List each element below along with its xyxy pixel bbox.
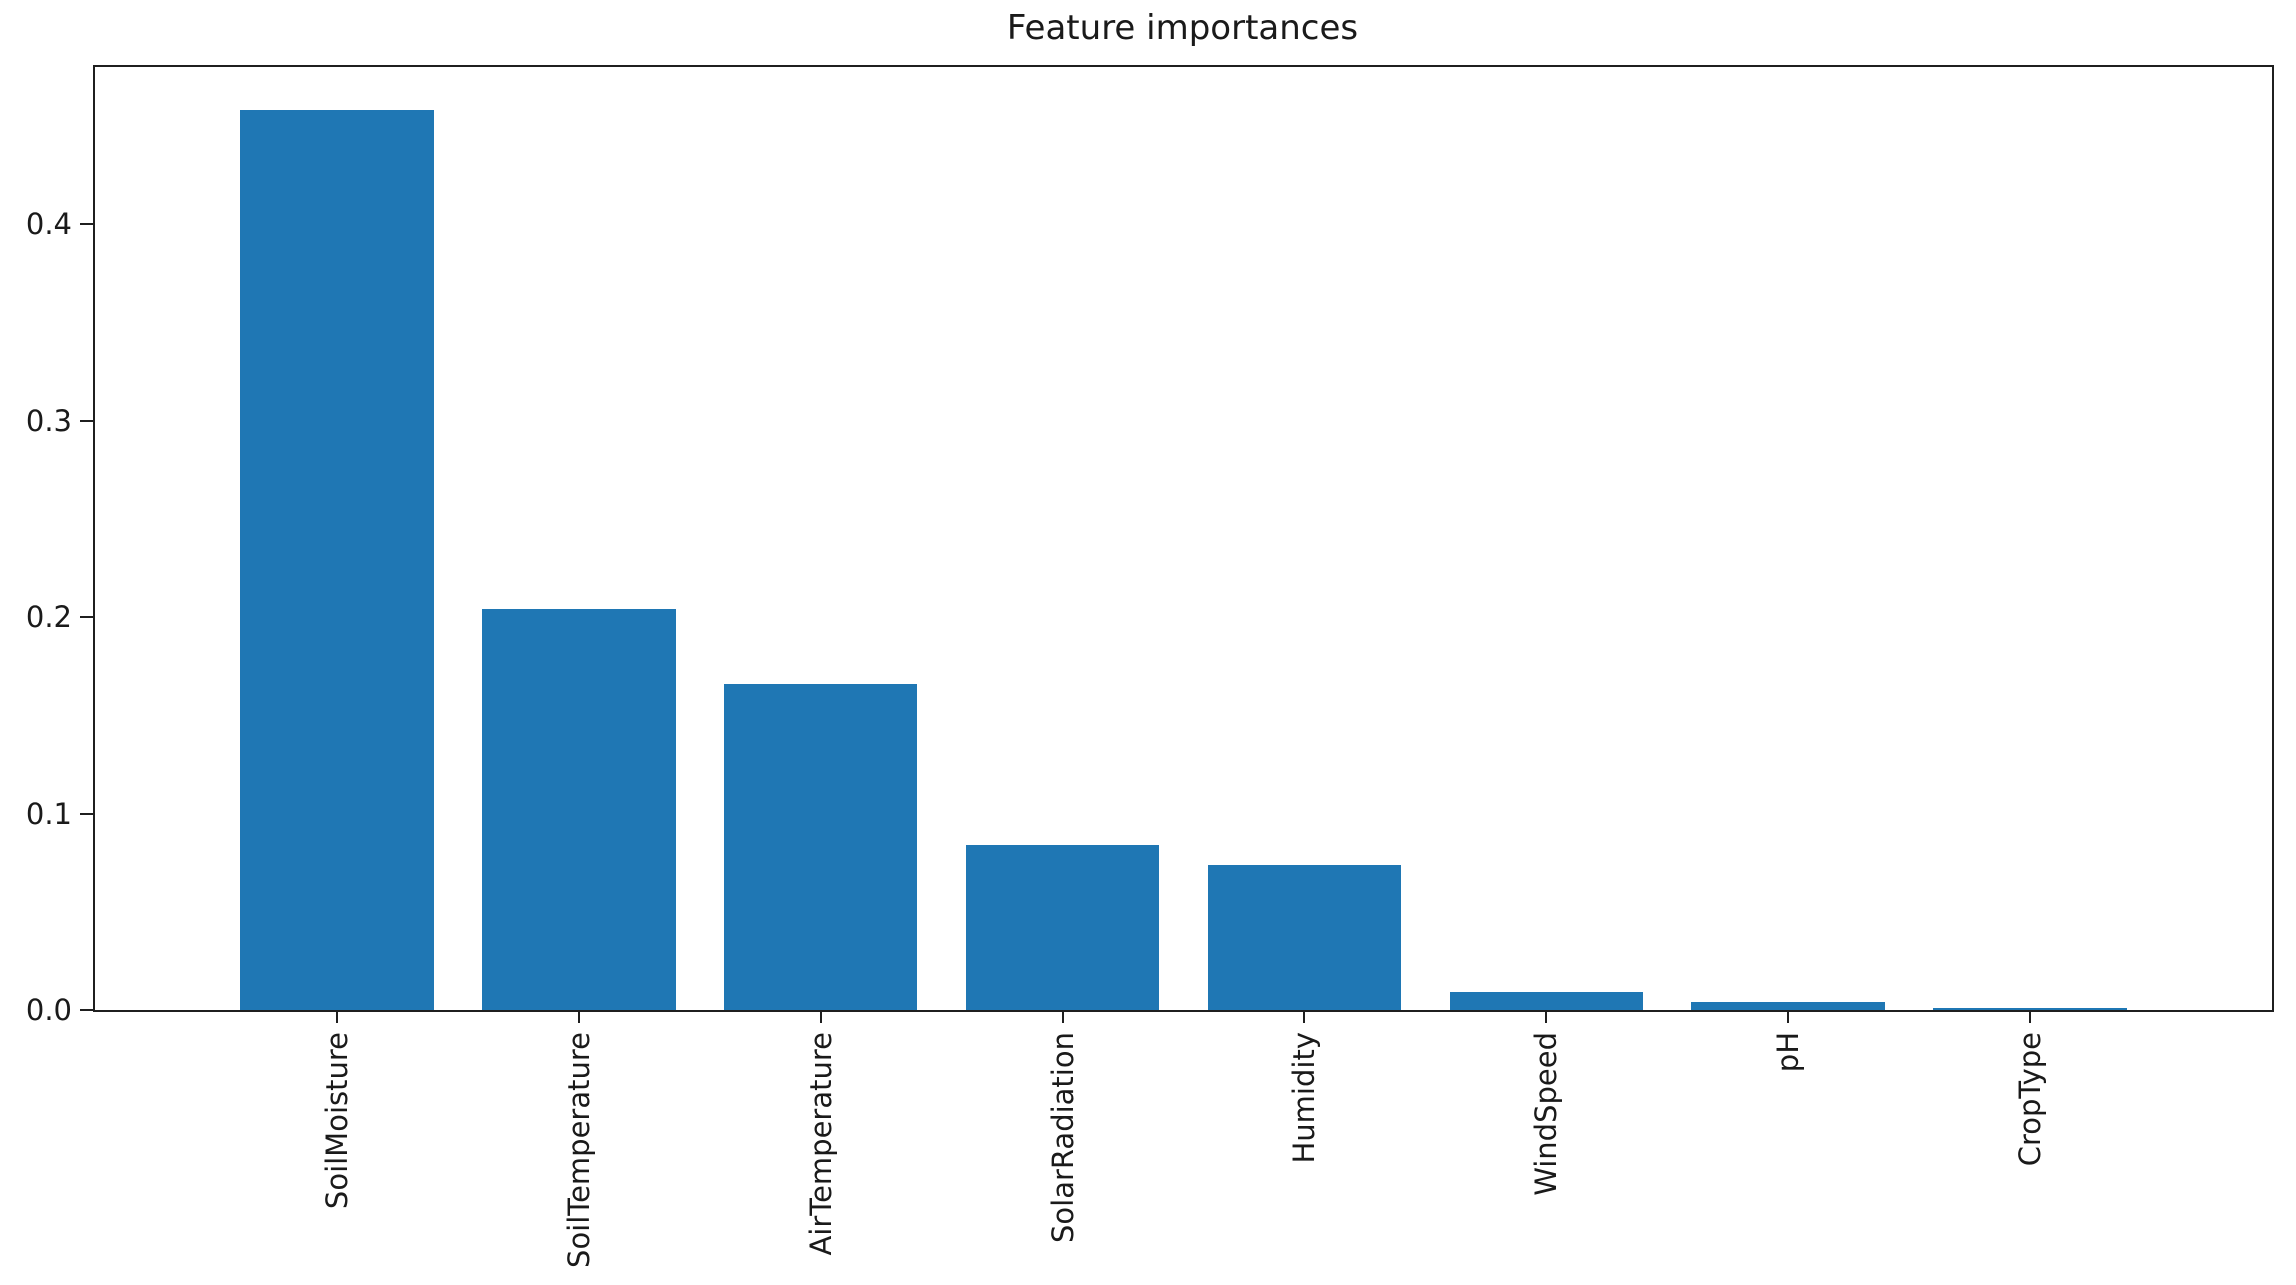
bar [1207, 864, 1402, 1010]
x-tick-mark [1303, 1010, 1306, 1023]
bar [965, 844, 1160, 1010]
bar [1449, 992, 1644, 1010]
plot-area: SoilMoisture SoilTemperature AirTemperatur… [26, 65, 2274, 1268]
x-tick-label: WindSpeed [1529, 1032, 1564, 1196]
x-tick-mark [819, 1010, 822, 1023]
bar [240, 110, 434, 1010]
y-tick-label: 0.1 [25, 796, 72, 831]
bar [1933, 1008, 2127, 1010]
x-tick-label: SolarRadiation [1045, 1032, 1080, 1243]
x-tick-mark [2029, 1010, 2032, 1023]
y-tick-mark [80, 419, 93, 422]
x-tick-mark [1787, 1010, 1790, 1023]
x-tick-label: Humidity [1287, 1032, 1322, 1164]
y-tick-label: 0.2 [25, 600, 72, 635]
y-tick-mark [80, 812, 93, 815]
x-tick-mark [577, 1010, 580, 1023]
y-tick-label: 0.3 [25, 403, 72, 438]
y-tick-label: 0.0 [25, 993, 72, 1027]
y-tick-mark [80, 223, 93, 226]
y-tick-label: 0.4 [25, 207, 72, 242]
x-tick-label: SoilMoisture [319, 1032, 354, 1210]
y-tick-mark [80, 1009, 93, 1011]
x-tick-label: pH [1771, 1032, 1806, 1073]
x-tick-mark [1545, 1010, 1548, 1023]
x-tick-mark [1061, 1010, 1064, 1023]
x-tick-label: AirTemperature [803, 1032, 838, 1256]
y-tick-mark [80, 616, 93, 619]
x-tick-label: CropType [2013, 1032, 2048, 1167]
bar [1691, 1002, 1885, 1010]
chart-title: Feature importances [1006, 8, 1359, 48]
x-tick-label: SoilTemperature [561, 1032, 596, 1268]
bar [723, 683, 918, 1010]
x-tick-mark [335, 1010, 338, 1023]
bar [482, 609, 676, 1010]
